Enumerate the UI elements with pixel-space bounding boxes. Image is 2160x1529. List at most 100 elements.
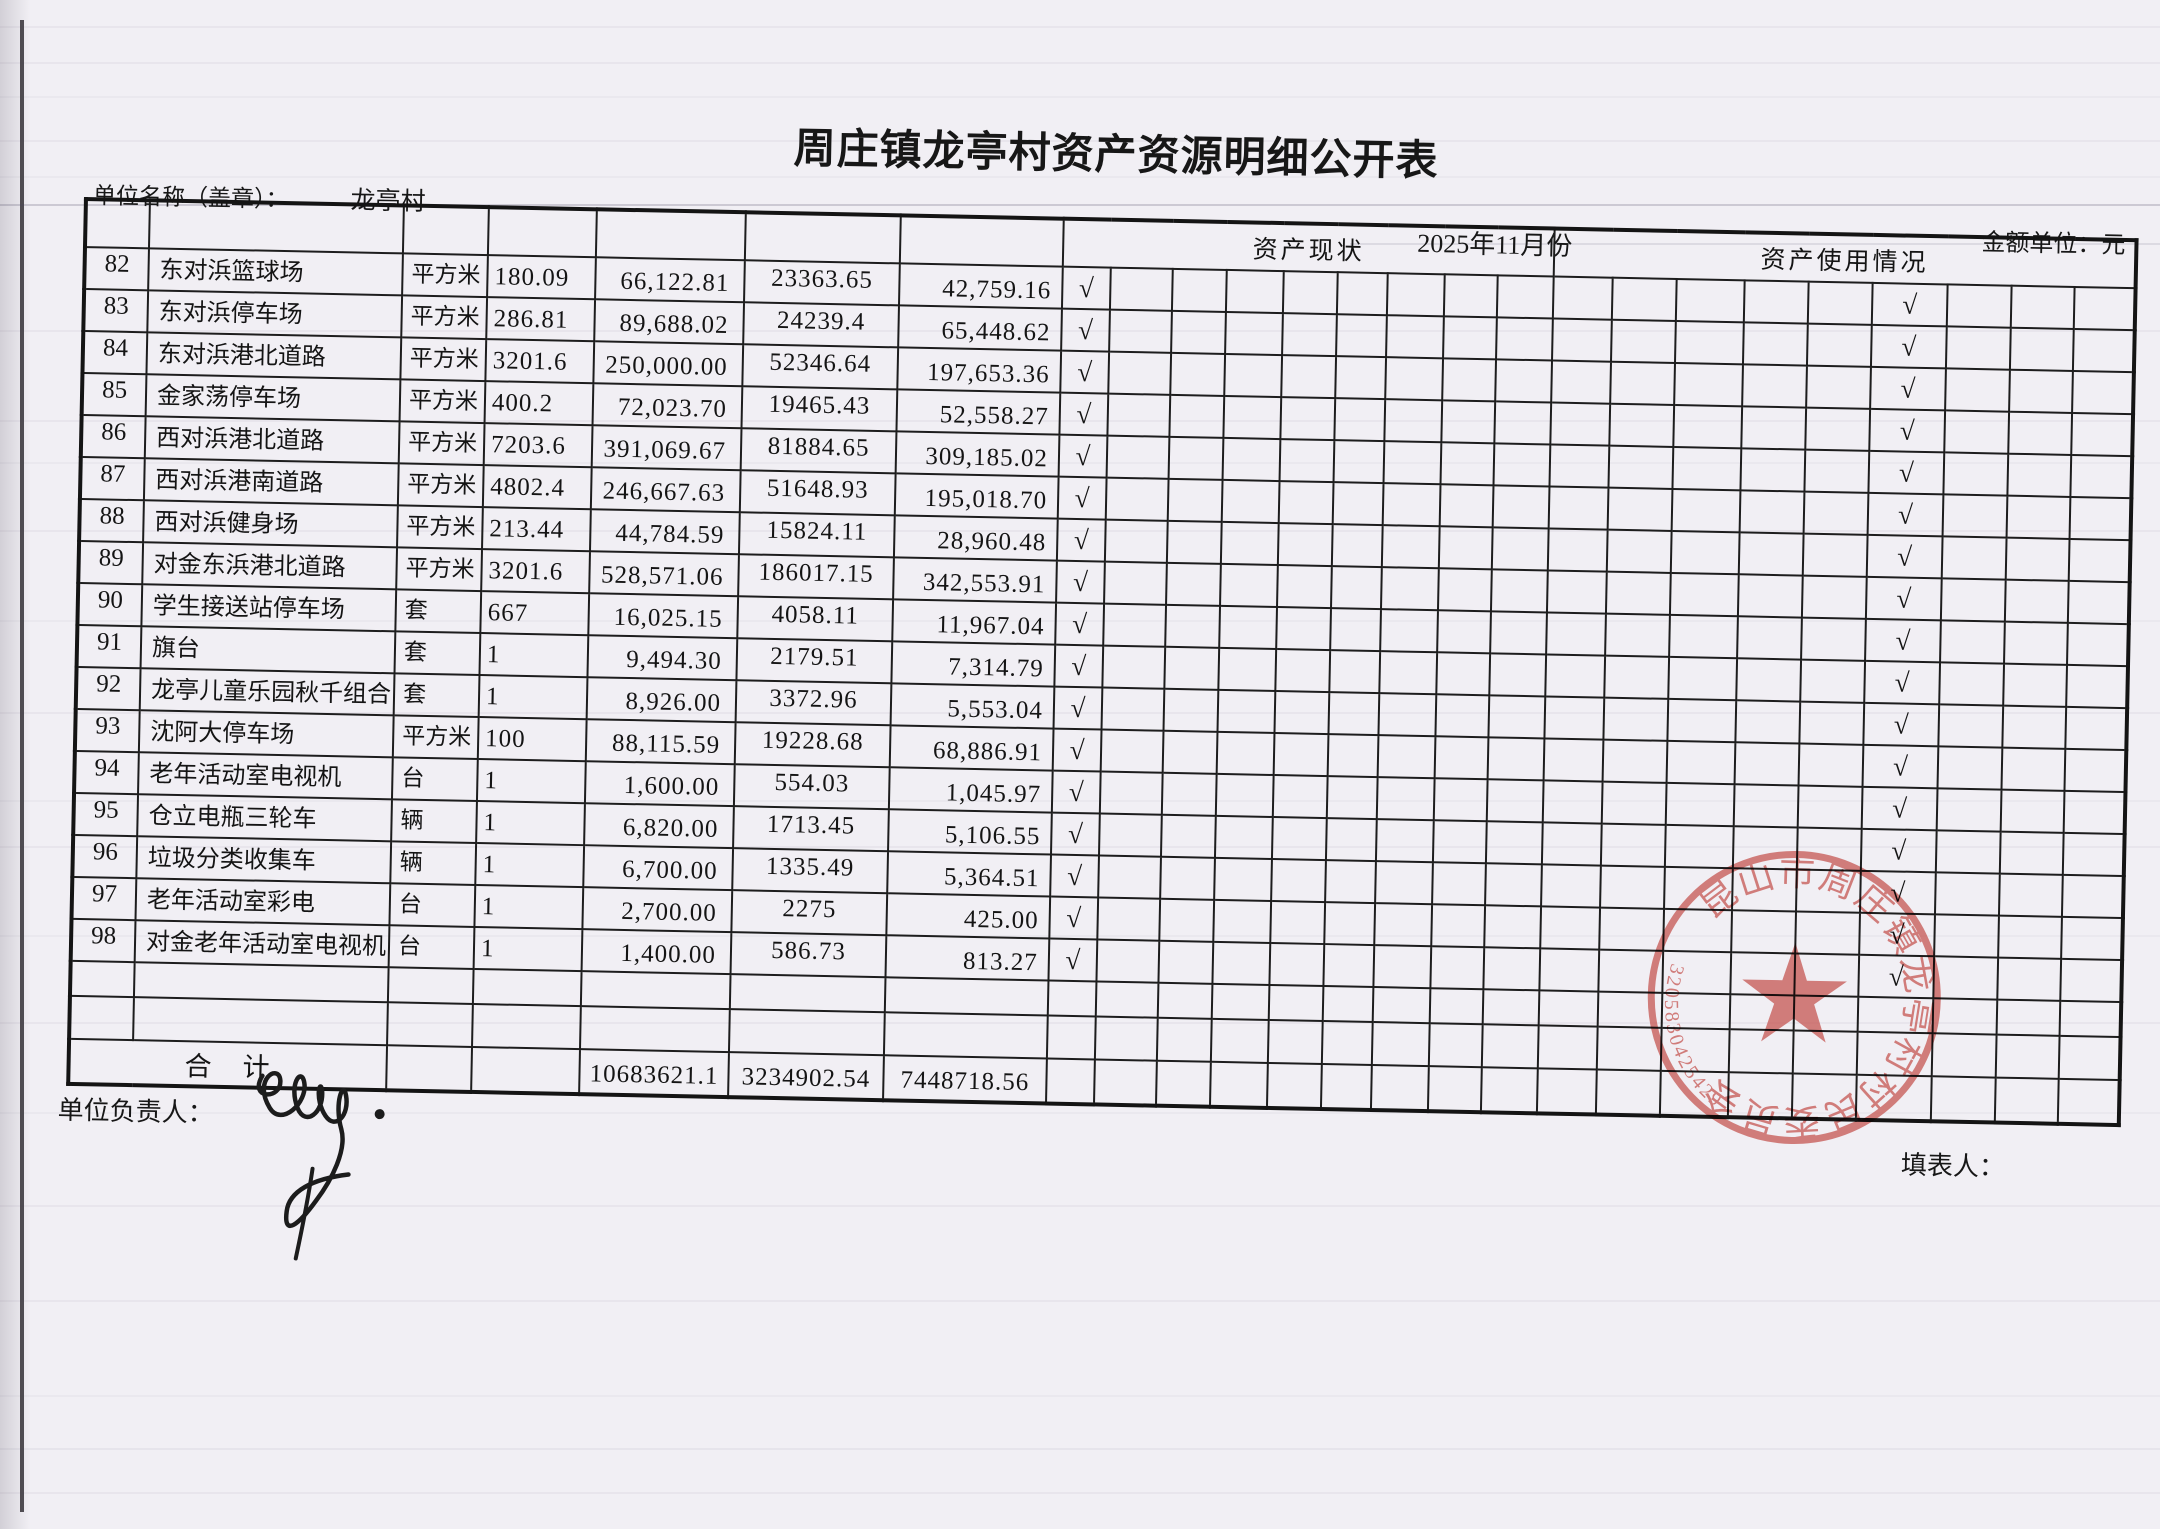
- status-grid-cell: [1223, 395, 1282, 440]
- cell-row-no: 84: [82, 331, 148, 375]
- status-check-cell: √: [1060, 350, 1110, 394]
- cell-unit: 台: [389, 883, 476, 927]
- empty-cell: [1094, 1016, 1158, 1061]
- empty-cell: [472, 1003, 581, 1050]
- cell-depreciation: 586.73: [730, 932, 887, 978]
- status-grid-cell: [1159, 898, 1215, 942]
- usage-grid-cell: [1608, 445, 1674, 489]
- status-grid-cell: [1334, 398, 1386, 442]
- status-check-cell: √: [1056, 560, 1105, 604]
- usage-grid-cell: [1668, 656, 1738, 701]
- cell-quantity: 100: [477, 717, 587, 762]
- status-grid-cell: [1432, 862, 1486, 906]
- empty-cell: [2058, 1035, 2121, 1081]
- status-grid-cell: [1169, 394, 1225, 438]
- cell-unit: 平方米: [398, 421, 485, 466]
- status-grid-cell: [1336, 314, 1387, 358]
- blank-header-cell: [148, 200, 404, 254]
- status-grid-cell: [1323, 944, 1375, 988]
- status-grid-cell: [1493, 443, 1551, 487]
- cell-net-value: 28,960.48: [893, 515, 1058, 561]
- usage-grid-cell: [1998, 915, 2062, 959]
- signature-tail: [293, 1166, 315, 1261]
- usage-grid-cell: [2004, 579, 2069, 623]
- usage-grid-cell: [1942, 494, 2008, 538]
- cell-net-value: 813.27: [885, 935, 1050, 981]
- cell-unit: 平方米: [399, 379, 486, 424]
- usage-grid-cell: [2063, 790, 2126, 835]
- usage-grid-cell: [1541, 822, 1602, 866]
- usage-grid-cell: [2005, 537, 2070, 581]
- usage-grid-cell: [1675, 278, 1745, 323]
- status-grid-cell: [1171, 310, 1226, 354]
- empty-cell: [1995, 1034, 2060, 1079]
- status-grid-cell: [1214, 857, 1272, 901]
- usage-grid-cell: [2002, 705, 2067, 749]
- usage-grid-cell: [1672, 446, 1742, 491]
- total-depreciation: 3234902.54: [728, 1052, 884, 1101]
- status-grid-cell: [1224, 353, 1283, 398]
- usage-grid-cell: [2009, 369, 2073, 413]
- status-grid-cell: [1166, 562, 1221, 606]
- status-grid-cell: [1215, 773, 1274, 817]
- cell-unit: 套: [394, 631, 481, 676]
- status-grid-cell: [1101, 687, 1165, 731]
- cell-depreciation: 3372.96: [735, 680, 892, 726]
- total-qty-cell: [471, 1046, 580, 1095]
- status-grid-cell: [1331, 524, 1383, 568]
- status-grid-cell: [1277, 565, 1332, 609]
- cell-original-value: 89,688.02: [594, 299, 745, 345]
- usage-grid-cell: [2004, 621, 2068, 665]
- status-grid-cell: [1281, 355, 1337, 399]
- usage-grid-cell: [1669, 614, 1738, 659]
- empty-cell: [1481, 1024, 1539, 1069]
- cell-row-no: 89: [78, 540, 144, 585]
- cell-original-value: 246,667.63: [590, 467, 741, 513]
- cell-depreciation: 1713.45: [733, 806, 889, 852]
- usage-grid-cell: [1605, 613, 1670, 657]
- empty-cell: [580, 971, 731, 1010]
- usage-grid-cell: [1801, 617, 1866, 661]
- empty-cell: [387, 1002, 473, 1047]
- status-grid-cell: [1280, 397, 1336, 441]
- usage-grid-cell: [1545, 654, 1606, 698]
- empty-cell: [1371, 1022, 1430, 1067]
- status-grid-cell: [1214, 815, 1273, 859]
- cell-asset-name: 学生接送站停车场: [141, 584, 397, 632]
- cell-depreciation: 51648.93: [739, 470, 896, 516]
- status-grid-cell: [1325, 818, 1377, 862]
- cell-asset-name: 旗台: [140, 626, 396, 674]
- cell-asset-name: 老年活动室电视机: [138, 752, 393, 800]
- empty-cell: [1322, 986, 1374, 1023]
- usage-grid-cell: [1544, 696, 1605, 740]
- empty-cell: [1157, 982, 1213, 1019]
- cell-row-no: 90: [77, 582, 143, 627]
- status-grid-cell: [1436, 652, 1491, 696]
- cell-row-no: 91: [76, 624, 142, 669]
- status-grid-cell: [1443, 274, 1498, 318]
- cell-original-value: 9,494.30: [587, 635, 738, 681]
- status-grid-cell: [1098, 813, 1162, 857]
- usage-grid-cell: [1735, 700, 1801, 744]
- status-grid-cell: [1433, 778, 1488, 822]
- status-grid-cell: [1275, 649, 1331, 693]
- empty-cell: [883, 1012, 1048, 1059]
- status-grid-cell: [1327, 734, 1379, 778]
- cell-depreciation: 81884.65: [740, 428, 897, 474]
- usage-grid-cell: [1542, 780, 1603, 824]
- usage-grid-cell: [1742, 322, 1808, 366]
- empty-cell: [1537, 1025, 1598, 1070]
- cell-row-no: 87: [79, 456, 145, 501]
- usage-grid-cell: [2073, 286, 2136, 331]
- cell-unit: 平方米: [401, 295, 488, 340]
- status-grid-cell: [1104, 561, 1167, 605]
- status-grid-cell: [1162, 730, 1218, 774]
- status-grid-cell: [1328, 692, 1380, 736]
- status-grid-cell: [1437, 568, 1492, 612]
- cell-original-value: 88,115.59: [585, 719, 736, 765]
- status-grid-cell: [1432, 820, 1487, 864]
- usage-grid-cell: [1806, 323, 1872, 367]
- empty-cell: [69, 960, 135, 998]
- cell-net-value: 5,364.51: [887, 851, 1051, 897]
- usage-grid-cell: [1736, 658, 1802, 702]
